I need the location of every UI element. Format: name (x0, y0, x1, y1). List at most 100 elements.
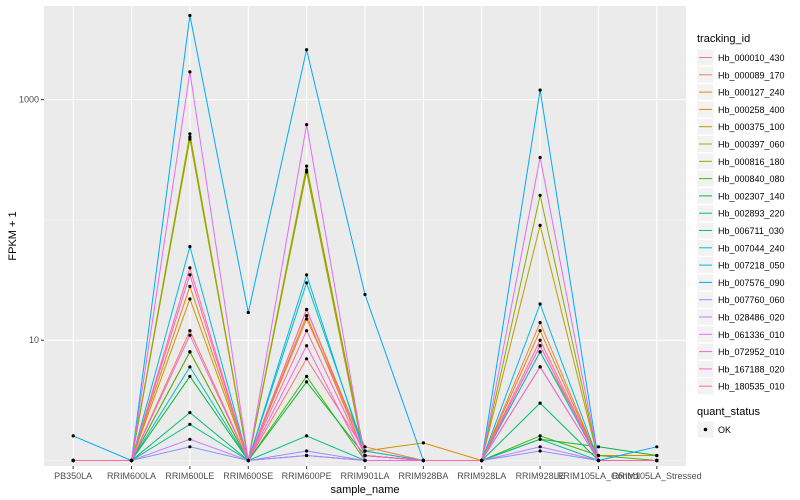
data-point (305, 123, 309, 127)
data-point (538, 434, 542, 438)
data-point (129, 458, 134, 463)
legend-label: Hb_167188_020 (718, 364, 785, 374)
data-point (305, 314, 309, 318)
data-point (188, 70, 192, 74)
legend: tracking_id Hb_000010_430Hb_000089_170Hb… (696, 33, 785, 396)
data-point (538, 302, 542, 306)
data-point (655, 458, 659, 463)
legend-label: Hb_000010_430 (718, 53, 785, 63)
data-point (538, 445, 542, 449)
data-point (71, 458, 75, 463)
data-point (655, 445, 659, 449)
data-point (363, 458, 367, 463)
data-point (538, 350, 542, 354)
data-point (188, 329, 192, 333)
data-point (421, 458, 425, 463)
data-point (305, 273, 309, 277)
data-point (538, 193, 542, 197)
data-point (246, 458, 250, 463)
data-point (538, 321, 542, 325)
data-point (363, 292, 367, 297)
data-point (188, 13, 192, 18)
legend-label: Hb_180535_010 (718, 382, 785, 392)
legend-label: Hb_006711_030 (718, 226, 784, 236)
data-point (188, 333, 192, 337)
legend-items: Hb_000010_430 Hb_000089_170 Hb_000127_240 H… (696, 48, 785, 396)
legend-label: Hb_000127_240 (718, 88, 785, 98)
data-point (655, 453, 659, 458)
legend-label: Hb_007760_060 (718, 295, 785, 305)
data-point (421, 441, 425, 445)
y-axis-title: FPKM + 1 (7, 211, 19, 260)
data-point (596, 458, 601, 463)
data-point (538, 365, 542, 369)
y-tick-label: 10 (29, 335, 39, 345)
legend-label: Hb_000375_100 (718, 122, 785, 132)
x-tick-label: RRIM105LA_Control (557, 471, 640, 481)
data-point (188, 374, 192, 378)
data-point (305, 317, 309, 321)
data-point (305, 357, 309, 361)
data-point (188, 273, 192, 277)
x-tick-label: RRIM600PE (282, 471, 332, 481)
data-point (246, 310, 250, 315)
data-point (188, 445, 192, 449)
data-point (363, 453, 367, 458)
x-tick-label: RRIM600LE (165, 471, 214, 481)
data-point (305, 374, 309, 378)
legend-label: Hb_000840_080 (718, 174, 785, 184)
legend-label: Hb_072952_010 (718, 347, 785, 357)
data-point (538, 329, 542, 333)
legend-label: Hb_007218_050 (718, 261, 785, 271)
data-point (538, 437, 542, 441)
grid (44, 6, 686, 466)
y-axis: 10 1000 (19, 95, 44, 345)
legend2-title: quant_status (697, 406, 760, 418)
legend-label: Hb_061336_010 (718, 330, 785, 340)
data-point (188, 365, 192, 369)
data-point (480, 458, 484, 463)
legend2-point (703, 427, 708, 432)
x-tick-label: PB350LA (54, 471, 92, 481)
y-tick-label: 1000 (19, 95, 39, 105)
data-point (188, 137, 192, 141)
data-point (188, 135, 192, 139)
x-axis: PB350LA RRIM600LA RRIM600LE RRIM600SE RRIM60… (54, 466, 702, 481)
data-point (538, 338, 542, 342)
data-point (538, 223, 542, 227)
legend-label: Hb_000816_180 (718, 157, 785, 167)
data-point (188, 350, 192, 354)
x-tick-label: RRIM600LA (107, 471, 156, 481)
legend-title: tracking_id (697, 33, 750, 45)
data-point (305, 380, 309, 384)
x-tick-label: RRIM600SE (223, 471, 273, 481)
data-point (71, 434, 75, 438)
data-point (188, 266, 192, 270)
data-point (596, 453, 601, 458)
data-point (305, 170, 309, 174)
data-point (305, 281, 309, 285)
data-point (305, 164, 309, 168)
legend-label: Hb_000258_400 (718, 105, 785, 115)
legend-label: Hb_000089_170 (718, 70, 785, 80)
data-point (188, 422, 192, 426)
legend-label: Hb_007576_090 (718, 278, 785, 288)
data-point (305, 344, 309, 348)
data-point (305, 307, 309, 312)
x-tick-label: RRIM901LA (340, 471, 389, 481)
data-point (363, 449, 367, 453)
data-point (596, 445, 601, 449)
x-tick-label: RRIM928LA (457, 471, 506, 481)
legend2-label: OK (718, 425, 731, 435)
data-point (188, 245, 192, 249)
points-layer (71, 13, 659, 463)
legend-label: Hb_000397_060 (718, 140, 785, 150)
data-point (363, 445, 367, 449)
x-tick-label: RRIM928LE (516, 471, 565, 481)
data-point (538, 449, 542, 453)
legend-label: Hb_007044_240 (718, 243, 785, 253)
data-point (305, 434, 309, 438)
data-point (305, 453, 309, 458)
x-axis-title: sample_name (330, 484, 399, 496)
legend2-items: OK (696, 420, 731, 439)
